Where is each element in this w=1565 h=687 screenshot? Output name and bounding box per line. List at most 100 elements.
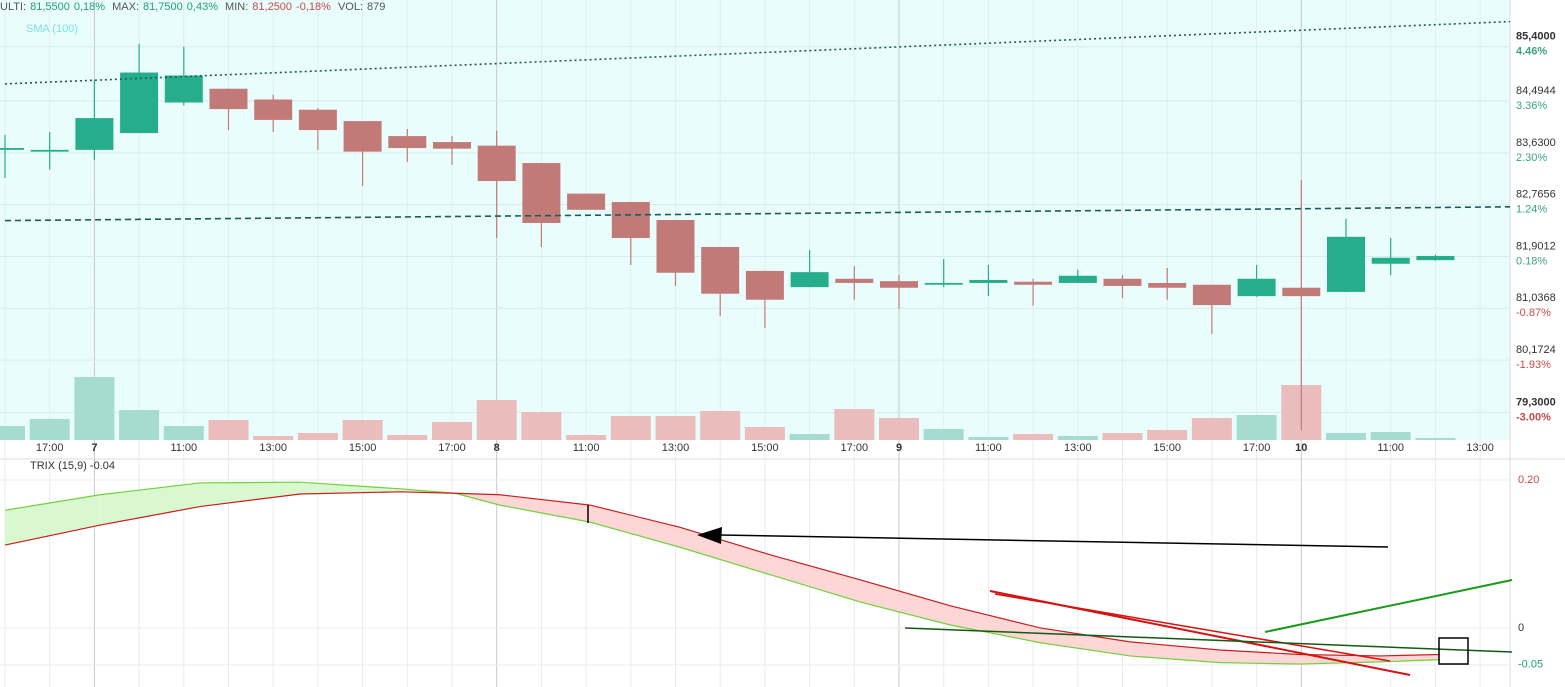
volume-bar — [342, 420, 383, 440]
sma-line — [4, 20, 1511, 85]
x-tick-label: 11:00 — [170, 442, 197, 454]
candle-body — [1282, 287, 1321, 297]
y-tick-label: 84,4944 — [1516, 85, 1556, 97]
x-tick-label: 10 — [1295, 442, 1307, 454]
change: -0,18% — [296, 1, 331, 13]
x-tick-label: 13:00 — [1064, 442, 1092, 454]
candle-body — [924, 282, 963, 285]
candle-body — [1371, 257, 1410, 264]
y-tick-label: 83,6300 — [1516, 137, 1556, 149]
candle-body — [30, 149, 69, 152]
trix-fill — [499, 494, 591, 523]
value: 879 — [367, 1, 386, 13]
volume-bar — [521, 412, 562, 440]
candle-body — [209, 88, 248, 110]
volume-bar — [968, 437, 1009, 440]
candle-body — [1416, 255, 1455, 261]
volume-bar — [834, 409, 875, 440]
x-tick-label: 11:00 — [573, 442, 600, 454]
trix-line — [4, 491, 1440, 657]
volume-bar — [74, 377, 115, 440]
y-tick-change: 4.46% — [1516, 46, 1547, 58]
volume-bar — [163, 426, 204, 440]
quote-header: ULTI: 81,5500 0,18% MAX: 81,7500 0,43% MIN: 8… — [0, 1, 389, 13]
candle-body — [1103, 278, 1142, 286]
volume-bar — [297, 433, 338, 440]
volume-bar — [744, 427, 785, 440]
candle-body — [254, 99, 293, 120]
volume-bar — [1415, 438, 1456, 440]
candle-body — [835, 278, 874, 283]
trix-fill — [5, 494, 101, 546]
drawings — [587, 505, 1513, 676]
y-tick-label: 79,3000 — [1516, 396, 1556, 408]
y-tick-label: 85,4000 — [1516, 31, 1556, 43]
volume-bar — [1236, 415, 1277, 440]
candle-body — [567, 193, 606, 210]
y-tick-change: 1.24% — [1516, 204, 1547, 216]
trix-fill — [860, 579, 950, 625]
x-tick-label: 11:00 — [975, 442, 1002, 454]
volume-bar — [0, 426, 25, 440]
trend-line — [1264, 579, 1513, 633]
x-tick-label: 11:00 — [1377, 442, 1404, 454]
trix-fill — [100, 482, 200, 526]
y-tick-label: -0.05 — [1518, 659, 1543, 671]
trix-fill — [590, 505, 680, 548]
trend-line — [994, 593, 1391, 662]
change: 0,43% — [186, 1, 218, 13]
trix-fill — [769, 554, 861, 602]
volume-bar — [387, 435, 428, 440]
y-tick-change: -1.93% — [1516, 359, 1551, 371]
y-tick-change: -3.00% — [1516, 411, 1551, 423]
y-tick-label: 0 — [1518, 622, 1524, 634]
x-tick-label: 13:00 — [1466, 442, 1494, 454]
candle-body — [701, 246, 740, 294]
candle-body — [790, 272, 829, 288]
x-tick-label: 17:00 — [1243, 442, 1271, 454]
volume-bar — [1057, 436, 1098, 440]
volume-bar — [879, 418, 919, 440]
candle-body — [1058, 275, 1097, 283]
trix-fill — [199, 482, 301, 507]
trix-line — [4, 481, 1440, 665]
x-tick-label: 17:00 — [841, 442, 869, 454]
y-tick-change: 0.18% — [1516, 255, 1547, 267]
label: MAX: — [112, 1, 140, 13]
candle-body — [969, 279, 1008, 283]
volume-bar — [1326, 433, 1366, 440]
x-tick-label: 15:00 — [1153, 442, 1181, 454]
x-tick-label: 15:00 — [349, 442, 377, 454]
y-tick-label: 82,7656 — [1516, 189, 1556, 201]
candle-body — [433, 142, 471, 149]
value: 81,5500 — [30, 1, 70, 13]
x-tick-label: 17:00 — [438, 442, 466, 454]
volume-bar — [923, 429, 964, 440]
trix-fill — [300, 482, 401, 495]
indicator-label: SMA (100) — [26, 23, 78, 35]
volume-bar — [1102, 433, 1143, 440]
volume-bar — [1370, 432, 1411, 440]
value: 81,2500 — [252, 1, 293, 13]
candle-body — [880, 281, 918, 288]
volume-bar — [1013, 434, 1054, 440]
sma-line — [4, 206, 1511, 222]
volume-bar — [432, 422, 472, 440]
candle-body — [388, 136, 427, 149]
label: VOL: — [337, 1, 364, 13]
x-tick-label: 8 — [494, 442, 500, 454]
volume-bar — [476, 400, 517, 440]
candle-body — [120, 72, 159, 134]
trend-line — [904, 627, 1513, 653]
x-tick-label: 7 — [91, 442, 97, 454]
candle-body — [1237, 278, 1276, 297]
x-tick-label: 9 — [896, 442, 902, 454]
y-tick-label: 81,0368 — [1516, 292, 1556, 304]
volume-bar — [1147, 430, 1188, 440]
label: ULTI: — [0, 1, 27, 13]
candle-body — [0, 148, 24, 150]
candle-body — [298, 109, 337, 131]
candle-body — [656, 220, 695, 273]
x-tick-label: 13:00 — [259, 442, 287, 454]
